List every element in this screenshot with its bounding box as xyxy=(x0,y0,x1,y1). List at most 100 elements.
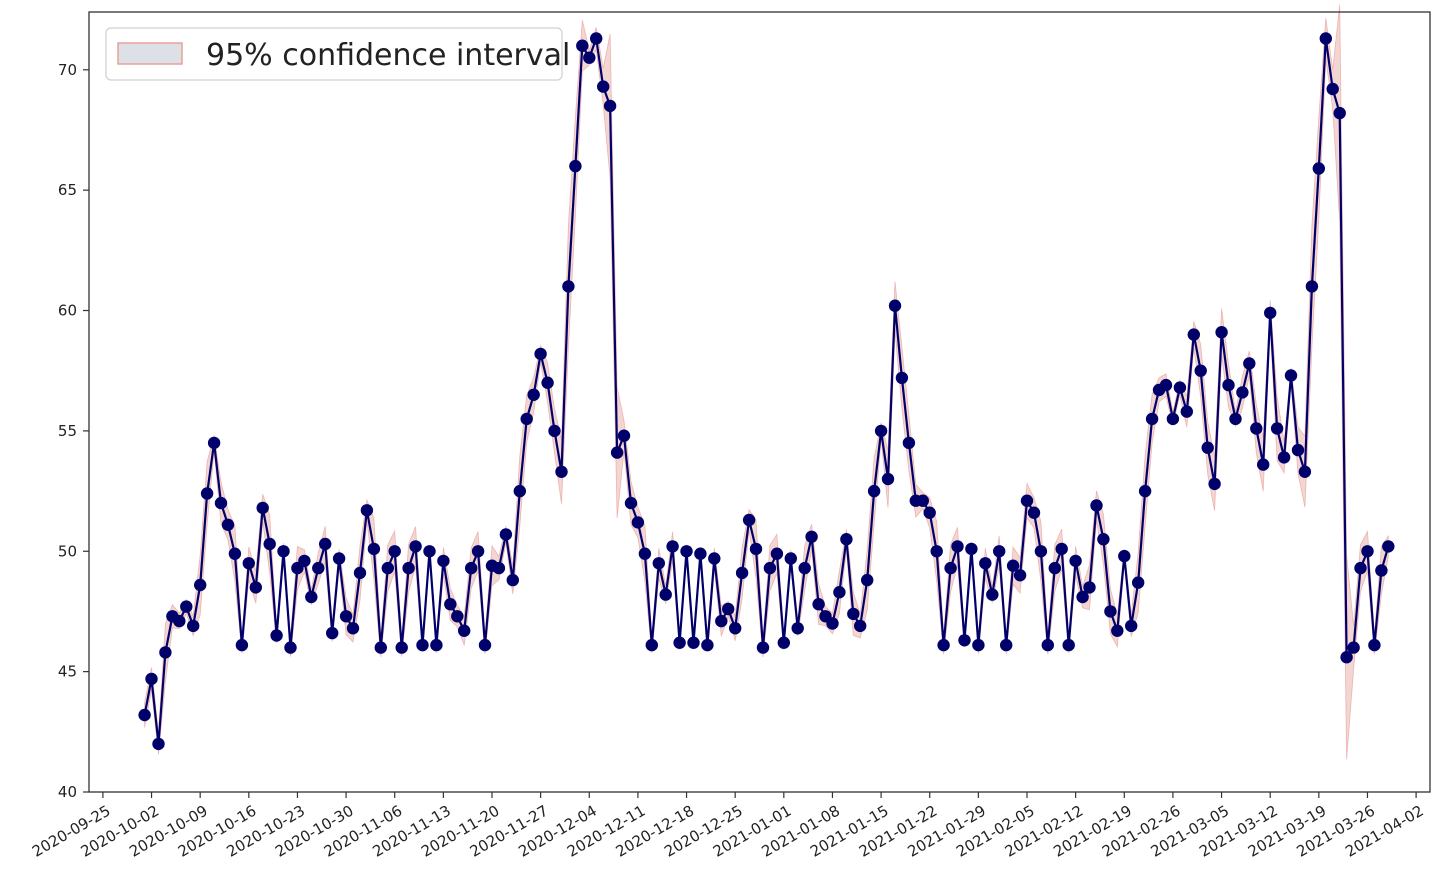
data-point xyxy=(993,545,1006,558)
data-point xyxy=(624,496,638,510)
data-point xyxy=(1132,576,1145,589)
data-point xyxy=(284,641,297,654)
data-point xyxy=(1000,638,1013,652)
data-point xyxy=(207,436,221,450)
y-tick-label: 55 xyxy=(58,422,77,440)
data-point xyxy=(617,429,631,442)
data-point xyxy=(180,600,193,613)
data-point xyxy=(381,561,394,575)
data-point xyxy=(395,641,408,654)
data-point xyxy=(1173,381,1187,394)
data-point xyxy=(1354,561,1367,575)
data-point xyxy=(339,610,353,623)
data-point xyxy=(958,634,971,647)
data-point xyxy=(701,638,714,652)
data-point xyxy=(1083,581,1096,594)
data-point xyxy=(249,581,262,594)
data-point xyxy=(1277,451,1291,464)
y-tick-label: 40 xyxy=(58,783,77,801)
data-point xyxy=(805,530,818,543)
legend-label: 95% confidence interval xyxy=(206,38,570,73)
data-point xyxy=(1270,422,1284,435)
legend-box xyxy=(105,27,563,81)
data-point xyxy=(402,561,415,575)
data-point xyxy=(770,547,784,560)
data-point xyxy=(1145,412,1159,426)
data-point xyxy=(506,573,519,587)
data-point xyxy=(715,614,728,628)
data-point xyxy=(214,496,228,510)
data-point xyxy=(332,552,346,565)
y-tick-label: 45 xyxy=(58,663,77,681)
data-point xyxy=(1264,306,1277,320)
data-point xyxy=(930,545,943,558)
data-point xyxy=(937,638,950,652)
data-point xyxy=(763,561,777,575)
data-point xyxy=(735,566,749,580)
data-point xyxy=(1340,651,1353,664)
data-point xyxy=(478,638,492,652)
data-point xyxy=(138,708,151,722)
x-axis: 2020-09-252020-10-022020-10-092020-10-16… xyxy=(29,792,1427,861)
data-point xyxy=(972,638,985,652)
data-point xyxy=(569,159,582,173)
data-point xyxy=(367,542,381,556)
data-point xyxy=(673,636,686,649)
y-tick-label: 70 xyxy=(58,61,77,79)
data-point xyxy=(1250,422,1263,435)
data-point xyxy=(187,619,200,633)
data-point xyxy=(1375,564,1388,577)
data-point xyxy=(319,537,332,551)
data-point xyxy=(458,624,471,637)
data-point xyxy=(1319,32,1333,45)
data-point xyxy=(1194,364,1207,377)
data-point xyxy=(944,561,957,575)
data-point xyxy=(847,607,860,621)
data-point xyxy=(1368,638,1381,652)
data-point xyxy=(979,557,992,570)
data-point xyxy=(1159,378,1173,392)
data-point xyxy=(812,598,825,611)
data-point xyxy=(1312,162,1326,175)
data-point xyxy=(305,590,318,604)
data-point xyxy=(1243,357,1256,370)
data-point xyxy=(492,561,506,575)
data-point xyxy=(242,557,255,570)
data-point xyxy=(576,39,589,52)
data-point xyxy=(541,376,554,389)
data-point xyxy=(986,588,999,601)
data-point xyxy=(221,518,235,531)
data-point xyxy=(277,545,290,558)
data-point xyxy=(555,465,568,478)
data-point xyxy=(861,573,874,587)
data-point xyxy=(1020,494,1034,507)
data-point xyxy=(256,501,269,515)
data-point xyxy=(1187,328,1201,341)
data-point xyxy=(867,484,881,498)
data-point xyxy=(228,547,242,560)
data-point xyxy=(652,557,665,570)
data-point xyxy=(1013,569,1027,582)
data-point xyxy=(902,436,916,450)
data-point xyxy=(1257,458,1270,471)
data-point xyxy=(923,506,936,519)
data-point xyxy=(200,487,214,500)
data-point xyxy=(610,446,624,459)
data-point xyxy=(423,545,436,558)
data-point xyxy=(1062,638,1075,652)
data-point xyxy=(1166,412,1180,426)
data-point xyxy=(777,636,790,649)
data-point xyxy=(1180,405,1194,418)
data-point xyxy=(1118,549,1131,563)
y-tick-label: 65 xyxy=(58,181,77,199)
data-point xyxy=(895,371,909,385)
data-point xyxy=(659,588,672,601)
data-point xyxy=(1090,499,1103,512)
y-tick-label: 50 xyxy=(58,542,77,560)
data-point xyxy=(791,622,804,635)
data-point xyxy=(1027,506,1041,519)
data-point xyxy=(742,513,756,527)
data-point xyxy=(1201,441,1214,454)
data-point xyxy=(499,528,513,541)
data-point xyxy=(694,547,707,560)
